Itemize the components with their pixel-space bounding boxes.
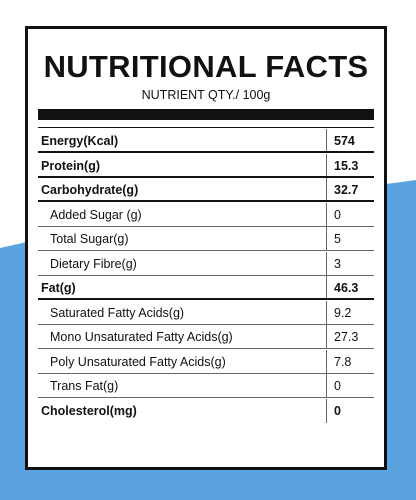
- nutrient-row: Trans Fat(g) 0: [38, 374, 374, 398]
- nutrient-row: Poly Unsaturated Fatty Acids(g) 7.8: [38, 349, 374, 374]
- nutrient-value: 15.3: [334, 158, 359, 173]
- nutrient-name: Total Sugar(g): [50, 232, 129, 246]
- nutrient-value: 9.2: [334, 305, 352, 320]
- nutrient-value: 0: [334, 379, 341, 393]
- nutrient-row: Energy(Kcal) 574: [38, 129, 374, 153]
- nutrient-name: Fat(g): [41, 281, 76, 295]
- nutrient-row: Total Sugar(g) 5: [38, 227, 374, 251]
- nutrient-value: 7.8: [334, 354, 352, 369]
- nutrient-value: 0: [334, 207, 341, 222]
- nutrient-name: Poly Unsaturated Fatty Acids(g): [50, 354, 226, 369]
- nutrition-label: NUTRITIONAL FACTS NUTRIENT QTY./ 100g En…: [25, 26, 387, 470]
- label-title: NUTRITIONAL FACTS: [43, 49, 369, 84]
- nutrient-value: 0: [334, 403, 341, 418]
- nutrient-row: Carbohydrate(g) 32.7: [38, 178, 374, 202]
- nutrient-name: Added Sugar (g): [50, 207, 142, 222]
- nutrient-value: 5: [334, 232, 341, 246]
- nutrient-row: Fat(g) 46.3: [38, 276, 374, 300]
- nutrient-row: Added Sugar (g) 0: [38, 202, 374, 227]
- thin-divider: [38, 127, 374, 128]
- nutrient-name: Carbohydrate(g): [41, 183, 139, 197]
- nutrient-value: 27.3: [334, 330, 359, 344]
- nutrient-name: Saturated Fatty Acids(g): [50, 305, 185, 320]
- nutrient-row: Saturated Fatty Acids(g) 9.2: [38, 300, 374, 325]
- nutrient-row: Protein(g) 15.3: [38, 153, 374, 178]
- nutrient-value: 32.7: [334, 183, 359, 197]
- nutrient-value: 46.3: [334, 281, 359, 295]
- nutrient-name: Cholesterol(mg): [41, 403, 137, 418]
- nutrient-row: Dietary Fibre(g) 3: [38, 251, 374, 276]
- nutrient-value: 3: [334, 256, 341, 271]
- nutrient-name: Trans Fat(g): [50, 379, 119, 393]
- label-subtitle: NUTRIENT QTY./ 100g: [141, 88, 271, 102]
- nutrient-value: 574: [334, 134, 355, 148]
- nutrient-row: Cholesterol(mg) 0: [38, 398, 374, 423]
- nutrient-name: Mono Unsaturated Fatty Acids(g): [50, 330, 233, 344]
- nutrient-name: Energy(Kcal): [41, 134, 119, 148]
- thick-divider: [38, 109, 374, 120]
- nutrient-row: Mono Unsaturated Fatty Acids(g) 27.3: [38, 325, 374, 349]
- nutrient-name: Protein(g): [41, 158, 101, 173]
- nutrient-name: Dietary Fibre(g): [50, 256, 137, 271]
